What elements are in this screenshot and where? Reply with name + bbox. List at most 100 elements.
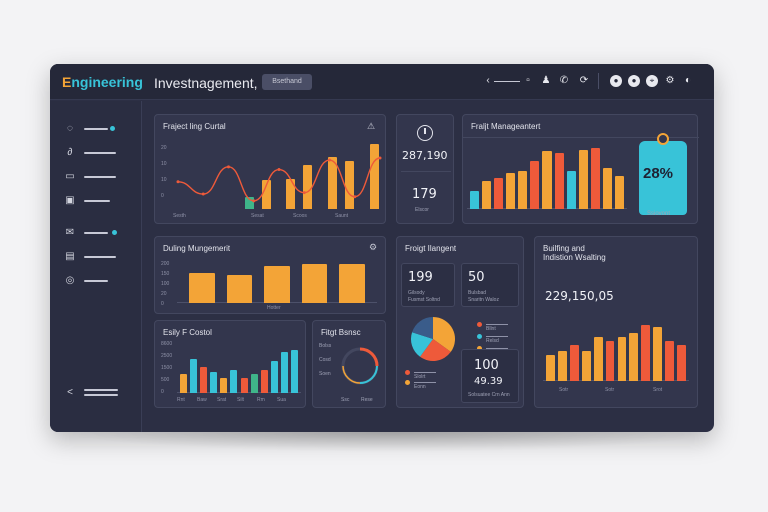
- top-bar: Engineering Investnagement, Bsethand ‹ ▫…: [50, 64, 714, 100]
- x-tick-label: Rnt: [177, 397, 185, 403]
- profile-icon[interactable]: ◐: [684, 75, 692, 86]
- chart-bar[interactable]: [226, 274, 253, 303]
- chart-bar[interactable]: [593, 337, 603, 381]
- x-tick-label: Scoos: [293, 213, 307, 219]
- sidebar-item-bar: [84, 176, 116, 178]
- chart-bar[interactable]: [530, 161, 540, 209]
- stat-box: 100 49.39 Solsuatee Crn Ann: [461, 349, 519, 403]
- legend-dot: [477, 334, 482, 339]
- chart-bar[interactable]: [470, 190, 480, 209]
- location-icon[interactable]: ⌖: [646, 75, 658, 87]
- chart-bar[interactable]: [290, 350, 298, 393]
- chart-bar[interactable]: [230, 369, 238, 393]
- line-point: [227, 165, 230, 169]
- settings-icon: ◎: [65, 275, 75, 286]
- stat-label: Snaritn Waloz: [468, 297, 499, 303]
- chart-bar[interactable]: [506, 172, 516, 209]
- pie-slice: [433, 317, 455, 352]
- mail-icon: ✉: [65, 227, 75, 238]
- user-icon[interactable]: ♟: [541, 75, 551, 86]
- sidebar-collapse[interactable]: <: [64, 387, 124, 399]
- y-tick-label: 150: [161, 271, 170, 277]
- header-button[interactable]: Bsethand: [262, 74, 312, 90]
- window-icon[interactable]: ▫: [526, 75, 530, 86]
- chart-bar[interactable]: [677, 345, 686, 381]
- chart-bar[interactable]: [614, 176, 624, 209]
- legend-dot: [477, 346, 482, 351]
- chart-bar[interactable]: [542, 151, 552, 209]
- logo-first-letter: E: [62, 74, 72, 90]
- chart-bar[interactable]: [303, 165, 313, 209]
- chart-bar[interactable]: [180, 373, 188, 393]
- y-tick-label: 10: [161, 161, 167, 167]
- chart-bar[interactable]: [301, 264, 328, 303]
- refresh-icon[interactable]: ⟳: [579, 75, 589, 86]
- chart-bar[interactable]: [569, 345, 579, 381]
- back-arrow-icon[interactable]: ‹: [486, 75, 490, 86]
- gear-icon[interactable]: ⚙: [369, 242, 378, 252]
- sidebar-item-folder[interactable]: ▭: [64, 171, 124, 183]
- chart-bar[interactable]: [482, 180, 492, 209]
- chart-bar[interactable]: [200, 367, 208, 393]
- chart-bar[interactable]: [605, 341, 615, 381]
- y-tick-label: 20: [161, 145, 167, 151]
- x-tick-label: Hotter: [267, 305, 281, 311]
- phone-icon[interactable]: ✆: [559, 75, 569, 86]
- y-tick-label: 0: [161, 389, 164, 395]
- chart-bar[interactable]: [344, 161, 354, 209]
- chart-bar[interactable]: [629, 333, 639, 381]
- chart-bar[interactable]: [220, 378, 228, 393]
- chart-bar[interactable]: [261, 180, 271, 209]
- chart-bar[interactable]: [617, 337, 627, 381]
- chart-bar[interactable]: [286, 179, 296, 209]
- chart-bar[interactable]: [280, 352, 288, 393]
- chart-bar[interactable]: [602, 167, 612, 209]
- sidebar-item-image[interactable]: ▤: [64, 251, 124, 263]
- chart-bar[interactable]: [260, 369, 268, 393]
- chart-bar[interactable]: [546, 355, 555, 381]
- chart-bar[interactable]: [578, 149, 588, 209]
- chart-bar[interactable]: [566, 171, 576, 209]
- settings-icon[interactable]: ⚙: [665, 75, 675, 86]
- chart-bar[interactable]: [250, 373, 258, 393]
- chart-bar[interactable]: [369, 143, 379, 209]
- alert-icon[interactable]: ⚠: [367, 121, 376, 131]
- app-logo[interactable]: Engineering: [62, 74, 143, 90]
- sidebar-item-bar: [84, 200, 110, 202]
- chart-bar[interactable]: [518, 171, 528, 209]
- stat-label: Solsuatee Crn Ann: [468, 392, 510, 398]
- sidebar-item-mail[interactable]: ✉: [64, 227, 124, 239]
- chart-bar[interactable]: [665, 341, 675, 381]
- sidebar-item-chat[interactable]: ◌: [64, 123, 124, 135]
- chart-bar[interactable]: [557, 351, 567, 381]
- sidebar-item-calendar[interactable]: ▣: [64, 195, 124, 207]
- chart-bar[interactable]: [264, 266, 290, 303]
- chart-bar[interactable]: [270, 361, 278, 393]
- chart-bar[interactable]: [581, 351, 591, 381]
- chart-bar[interactable]: [339, 264, 365, 303]
- sidebar-item-link[interactable]: ∂: [64, 147, 124, 159]
- y-tick-label: 1500: [161, 365, 173, 371]
- chart-bar[interactable]: [190, 358, 198, 393]
- circle-icon[interactable]: ●: [610, 75, 622, 87]
- chart-bar[interactable]: [494, 177, 504, 209]
- chart-bar[interactable]: [590, 147, 600, 209]
- chart-bar[interactable]: [641, 325, 651, 381]
- sidebar-item-settings[interactable]: ◎: [64, 275, 124, 287]
- chart-bar[interactable]: [554, 152, 564, 209]
- circle-icon[interactable]: ●: [628, 75, 640, 87]
- chart-bar[interactable]: [189, 273, 215, 303]
- y-tick-label: 100: [161, 281, 170, 287]
- chart-bar[interactable]: [240, 378, 248, 393]
- chart-bar[interactable]: [653, 327, 663, 381]
- legend-dot: [405, 370, 410, 375]
- chart-bar[interactable]: [244, 196, 254, 209]
- x-tick-label: Sesat: [251, 213, 264, 219]
- chart-bar[interactable]: [328, 157, 338, 209]
- legend-label: Slolrt: [414, 374, 426, 380]
- active-dot: [110, 126, 115, 131]
- gauge-arc-teal: [359, 365, 378, 384]
- chart-bar[interactable]: [210, 371, 218, 393]
- sidebar-item-bar: [84, 128, 108, 130]
- legend-line: [414, 372, 436, 373]
